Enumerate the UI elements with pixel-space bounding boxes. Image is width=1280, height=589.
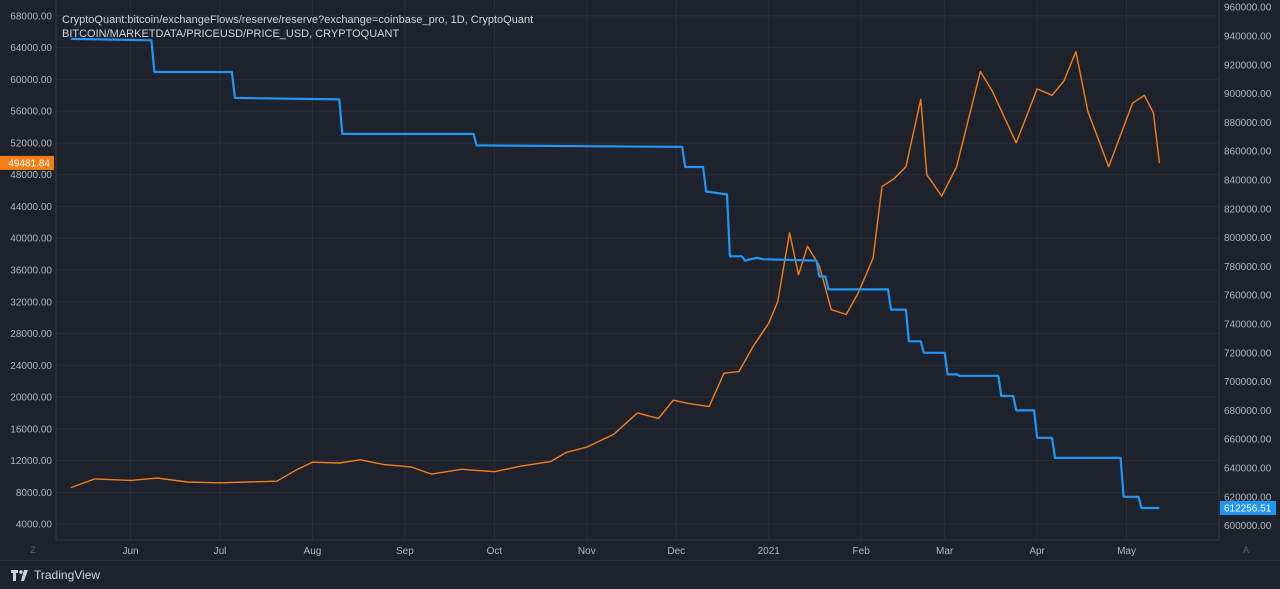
left-tick-label: 8000.00 <box>16 488 53 499</box>
price-line <box>70 50 1161 489</box>
tradingview-label: TradingView <box>34 568 101 582</box>
left-tick-label: 32000.00 <box>10 297 52 308</box>
x-tick-label: Jun <box>122 546 138 557</box>
reserve-line <box>70 37 1160 510</box>
right-tick-label: 840000.00 <box>1224 176 1272 187</box>
x-tick-label: Jul <box>214 546 227 557</box>
price-labels: 49481.84 612256.51 <box>0 155 1276 515</box>
legend-price-title[interactable]: BITCOIN/MARKETDATA/PRICEUSD/PRICE_USD, C… <box>62 28 400 40</box>
right-tick-label: 620000.00 <box>1224 492 1272 503</box>
legend-reserve-title[interactable]: CryptoQuant:bitcoin/exchangeFlows/reserv… <box>62 14 534 26</box>
footer-bar: TradingView <box>0 560 1280 589</box>
tradingview-brand[interactable]: TradingView <box>10 568 100 582</box>
x-tick-label: Mar <box>936 546 954 557</box>
reserve-last-value-tag <box>1220 500 1276 515</box>
left-tick-label: 48000.00 <box>10 170 52 181</box>
axes: 4000.00 8000.00 12000.00 16000.00 20000.00 24… <box>10 0 1272 557</box>
right-tick-label: 680000.00 <box>1224 406 1272 417</box>
right-tick-label: 700000.00 <box>1224 377 1272 388</box>
left-tick-label: 24000.00 <box>10 361 52 372</box>
right-tick-label: 780000.00 <box>1224 262 1272 273</box>
x-tick-label: Dec <box>667 546 685 557</box>
x-tick-label: May <box>1117 546 1136 557</box>
x-tick-label: Sep <box>396 546 414 557</box>
right-tick-label: 660000.00 <box>1224 435 1272 446</box>
right-tick-label: 960000.00 <box>1224 3 1272 14</box>
left-tick-label: 40000.00 <box>10 234 52 245</box>
left-tick-label: 44000.00 <box>10 202 52 213</box>
chart-legend: CryptoQuant:bitcoin/exchangeFlows/reserv… <box>62 13 533 41</box>
right-tick-label: 740000.00 <box>1224 320 1272 331</box>
left-tick-label: 12000.00 <box>10 456 52 467</box>
right-tick-label: 880000.00 <box>1224 118 1272 129</box>
left-tick-label: 36000.00 <box>10 266 52 277</box>
left-tick-label: 56000.00 <box>10 107 52 118</box>
right-tick-label: 940000.00 <box>1224 32 1272 43</box>
right-tick-label: 600000.00 <box>1224 521 1272 532</box>
grid <box>56 0 1219 540</box>
series <box>70 37 1161 510</box>
x-tick-label: Nov <box>578 546 596 557</box>
right-tick-label: 900000.00 <box>1224 89 1272 100</box>
left-tick-label: 52000.00 <box>10 138 52 149</box>
price-last-value-text: 49481.84 <box>8 158 50 169</box>
chart-canvas: 4000.00 8000.00 12000.00 16000.00 20000.00 24… <box>0 0 1280 560</box>
left-tick-label: 20000.00 <box>10 393 52 404</box>
right-tick-label: 860000.00 <box>1224 147 1272 158</box>
log-scale-toggle-left[interactable]: Z <box>30 545 36 555</box>
left-tick-label: 64000.00 <box>10 43 52 54</box>
right-tick-label: 820000.00 <box>1224 204 1272 215</box>
x-tick-label: 2021 <box>758 546 781 557</box>
x-tick-label: Apr <box>1029 546 1045 557</box>
right-tick-label: 760000.00 <box>1224 291 1272 302</box>
x-tick-label: Feb <box>853 546 871 557</box>
tradingview-logo-icon <box>11 570 28 581</box>
price-last-value-tag <box>0 155 54 170</box>
right-tick-label: 720000.00 <box>1224 348 1272 359</box>
x-tick-label: Oct <box>487 546 503 557</box>
right-tick-label: 800000.00 <box>1224 233 1272 244</box>
auto-scale-toggle-right[interactable]: A <box>1242 545 1249 555</box>
right-tick-label: 640000.00 <box>1224 464 1272 475</box>
left-tick-label: 16000.00 <box>10 424 52 435</box>
chart-background <box>0 0 1280 560</box>
left-tick-label: 28000.00 <box>10 329 52 340</box>
left-tick-label: 4000.00 <box>16 520 53 531</box>
reserve-last-value-text: 612256.51 <box>1224 503 1272 514</box>
right-tick-label: 920000.00 <box>1224 60 1272 71</box>
left-tick-label: 60000.00 <box>10 75 52 86</box>
left-tick-label: 68000.00 <box>10 11 52 22</box>
x-tick-label: Aug <box>304 546 322 557</box>
